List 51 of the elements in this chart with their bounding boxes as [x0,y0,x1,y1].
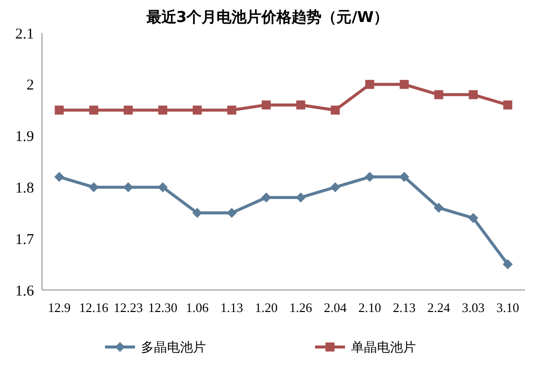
point [226,208,237,218]
point [434,202,444,213]
point [124,106,133,115]
point [364,172,375,182]
point [468,213,478,224]
y-tick-label: 2 [26,78,34,94]
point [192,106,202,115]
point [502,259,513,270]
point [54,106,64,115]
x-tick-label: 2.04 [324,300,348,315]
point [89,106,98,115]
point [468,90,478,100]
point [123,182,134,192]
y-tick-label: 1.9 [15,129,34,146]
y-tick-label: 1.6 [15,283,34,300]
x-tick-label: 2.24 [427,300,451,315]
x-tick-label: 2.13 [392,300,416,315]
x-tick-label: 12.16 [79,300,109,315]
point [158,182,168,192]
x-tick-label: 12.30 [148,300,178,315]
point [262,100,271,110]
point [434,90,444,100]
point [296,100,306,110]
point [365,80,374,89]
point [261,192,272,202]
y-tick-label: 2.1 [15,26,34,42]
y-tick-label: 1.7 [15,232,34,248]
x-tick-label: 12.9 [48,300,71,315]
point [158,106,168,115]
y-tick-label: 1.8 [15,180,34,196]
x-tick-label: 1.06 [186,300,210,315]
x-tick-label: 1.26 [289,300,313,315]
x-tick-label: 3.10 [496,300,520,315]
point [399,172,410,182]
x-tick-label: 3.03 [462,300,485,315]
legend-label: 单晶电池片 [351,340,416,356]
point [400,80,409,89]
x-tick-label: 1.13 [220,300,244,315]
point [330,182,340,192]
point [192,208,202,218]
legend-label: 多晶电池片 [141,340,206,356]
point [227,106,236,115]
x-tick-label: 2.10 [358,300,382,315]
point [330,106,340,115]
point [88,182,99,192]
point [296,192,306,202]
chart-title: 最近3个月电池片价格趋势（元/W） [145,8,389,26]
x-tick-label: 1.20 [254,300,278,315]
point [503,100,512,110]
x-tick-label: 12.23 [114,300,143,315]
point [54,172,64,182]
